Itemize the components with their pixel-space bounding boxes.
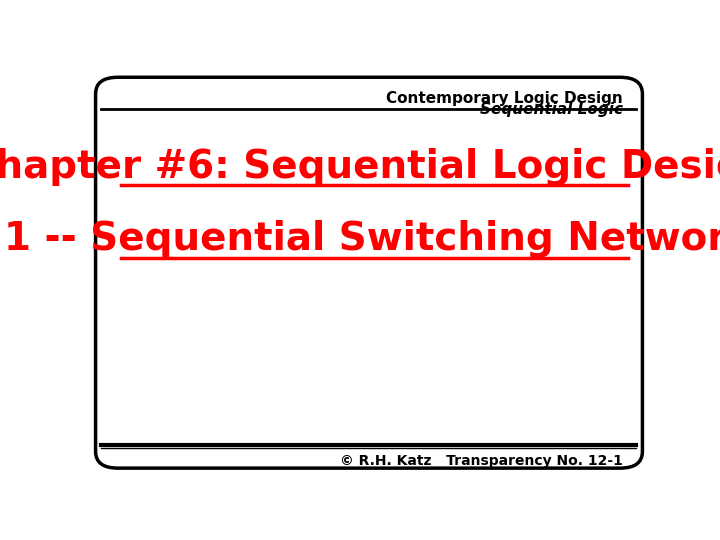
Text: Sequential Logic: Sequential Logic — [480, 102, 623, 117]
FancyBboxPatch shape — [96, 77, 642, 468]
Text: Chapter #6: Sequential Logic Design: Chapter #6: Sequential Logic Design — [0, 147, 720, 186]
Text: Contemporary Logic Design: Contemporary Logic Design — [386, 91, 623, 106]
Text: © R.H. Katz   Transparency No. 12-1: © R.H. Katz Transparency No. 12-1 — [340, 454, 623, 468]
Text: 6.1 -- Sequential Switching Networks: 6.1 -- Sequential Switching Networks — [0, 220, 720, 259]
